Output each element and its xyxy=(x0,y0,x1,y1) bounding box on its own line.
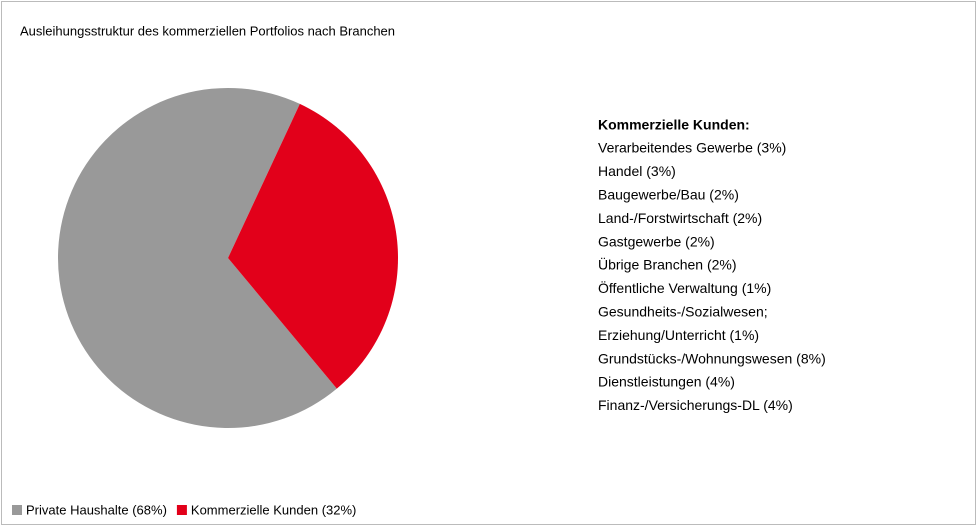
breakdown-item: Land-/Forstwirtschaft (2%) xyxy=(598,210,762,226)
breakdown-item: Erziehung/Unterricht (1%) xyxy=(598,327,759,343)
legend-swatch xyxy=(12,505,22,515)
breakdown-item: Finanz-/Versicherungs-DL (4%) xyxy=(598,397,793,413)
breakdown-item: Öffentliche Verwaltung (1%) xyxy=(598,279,771,296)
breakdown-title: Kommerzielle Kunden: xyxy=(598,117,750,133)
pie-slice xyxy=(228,103,398,389)
breakdown-item: Grundstücks-/Wohnungswesen (8%) xyxy=(598,350,826,366)
breakdown-item: Dienstleistungen (4%) xyxy=(598,374,735,390)
breakdown-item: Verarbeitendes Gewerbe (3%) xyxy=(598,140,786,156)
chart-title: Ausleihungsstruktur des kommerziellen Po… xyxy=(20,23,395,38)
breakdown-item: Baugewerbe/Bau (2%) xyxy=(598,187,739,203)
legend-label: Kommerzielle Kunden (32%) xyxy=(191,502,356,517)
breakdown-item: Übrige Branchen (2%) xyxy=(598,256,737,273)
breakdown-item: Gesundheits-/Sozialwesen; xyxy=(598,304,768,320)
breakdown-item: Handel (3%) xyxy=(598,163,676,179)
legend-swatch xyxy=(176,505,187,515)
pie-slice xyxy=(58,88,337,428)
legend-label: Private Haushalte (68%) xyxy=(26,502,167,517)
breakdown-item: Gastgewerbe (2%) xyxy=(598,233,715,249)
